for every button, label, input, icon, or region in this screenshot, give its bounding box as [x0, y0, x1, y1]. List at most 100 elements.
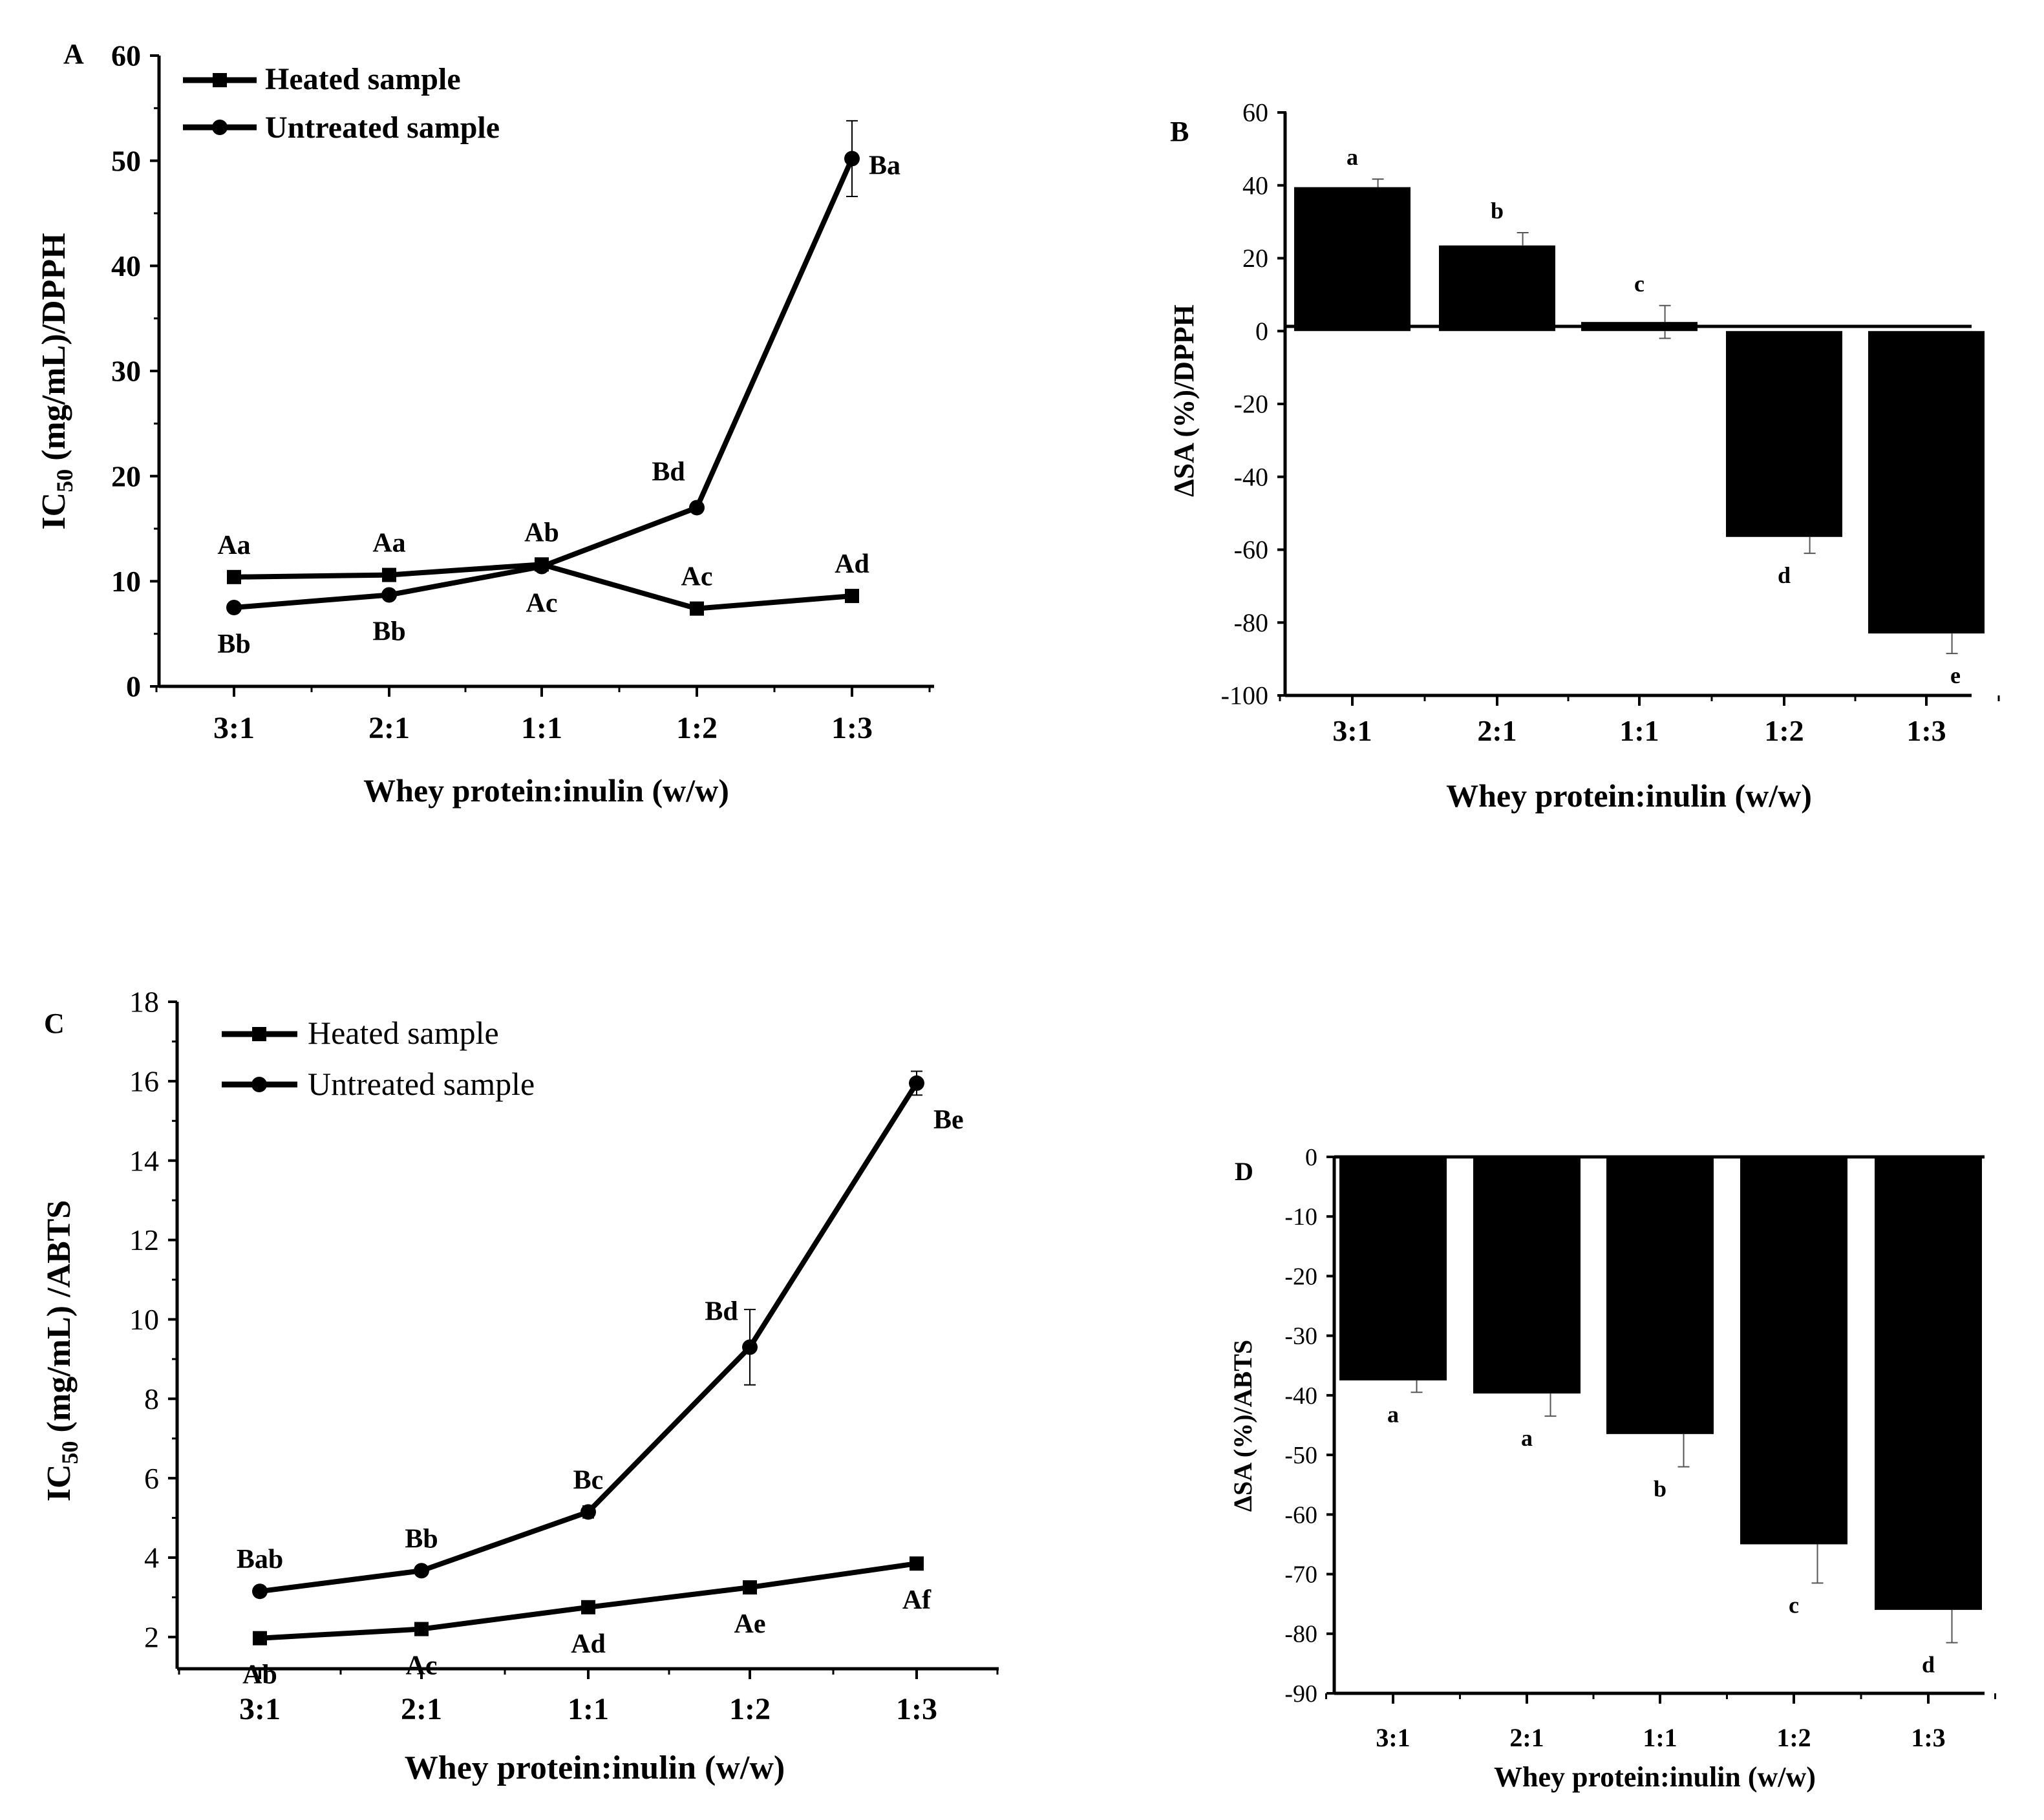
panel-a-dpph-ic50-line-chart: A 0 10 20 30 40 50 60 3:1 2:1 1:1 1:2 1:3 Aa Aa Ab Ac… — [36, 38, 934, 809]
data-point-label: Ac — [406, 1651, 438, 1681]
panel-c-legend-square-marker — [252, 1027, 266, 1041]
x-tick-label: 2:1 — [1477, 714, 1517, 747]
panel-b-x-ticks: 3:1 2:1 1:1 1:2 1:3 — [1279, 695, 2000, 747]
significance-letter: a — [1521, 1425, 1533, 1451]
y-tick-label: 8 — [144, 1382, 159, 1415]
panel-d-abts-delta-sa-bar-chart: D -90 -80 -70 -60 -50 -40 -30 -20 -10 0 3:1 2:1 1:1… — [1228, 1144, 1996, 1793]
y-tick-label: -40 — [1234, 462, 1268, 491]
panel-c-y-title-subscript: 50 — [57, 1441, 83, 1464]
data-point-label: Ba — [869, 151, 900, 180]
x-tick-label: 1:3 — [896, 1692, 937, 1726]
panel-d-bars — [1339, 1157, 1982, 1610]
data-point-label: Bd — [652, 457, 685, 487]
x-tick-label: 1:1 — [1643, 1723, 1677, 1752]
panel-c-legend: Heated sample Untreated sample — [222, 1015, 535, 1102]
significance-letter: e — [1950, 662, 1961, 688]
x-tick-label: 2:1 — [368, 711, 410, 745]
significance-letter: a — [1347, 144, 1358, 170]
heated-sample-square-marker — [845, 589, 859, 604]
panel-c-y-ticks: 2 4 6 8 10 12 14 16 18 — [129, 986, 177, 1653]
panel-b-significance-letters: a b c d e — [1347, 144, 1961, 688]
y-tick-label: 40 — [111, 249, 141, 282]
significance-letter: a — [1387, 1401, 1399, 1427]
x-tick-label: 1:1 — [1619, 714, 1659, 747]
panel-c-y-axis-title: IC50 (mg/mL) /ABTS — [41, 1200, 83, 1501]
panel-d-y-axis-title: ΔSA (%)/ABTS — [1228, 1340, 1257, 1512]
y-tick-label: 30 — [111, 355, 141, 388]
heated-sample-square-marker — [690, 601, 704, 616]
y-tick-label: 60 — [111, 39, 141, 72]
significance-letter: c — [1789, 1592, 1799, 1618]
heated-sample-square-marker — [743, 1580, 757, 1595]
untreated-sample-circle-marker — [252, 1583, 268, 1600]
heated-sample-square-marker — [581, 1600, 595, 1614]
panel-c-legend-untreated-label: Untreated sample — [308, 1066, 535, 1102]
y-tick-label: 16 — [129, 1064, 159, 1097]
panel-b-error-bars — [1372, 178, 1958, 655]
x-tick-label: 1:3 — [1906, 714, 1946, 747]
bar-1-to-3 — [1875, 1157, 1982, 1610]
significance-letter: d — [1922, 1652, 1935, 1678]
panel-d-letter: D — [1235, 1157, 1253, 1186]
untreated-sample-circle-marker — [844, 151, 860, 167]
panel-c-x-ticks: 3:1 2:1 1:1 1:2 1:3 — [178, 1669, 999, 1726]
y-tick-label: 0 — [126, 670, 141, 703]
heated-sample-square-marker — [382, 567, 396, 582]
y-tick-label: -40 — [1284, 1382, 1317, 1410]
untreated-sample-circle-marker — [689, 500, 705, 516]
bar-1-to-2 — [1726, 331, 1842, 537]
panel-d-x-ticks: 3:1 2:1 1:1 1:2 1:3 — [1325, 1693, 1996, 1752]
y-tick-label: -60 — [1284, 1501, 1317, 1529]
data-point-label: Ab — [242, 1660, 277, 1690]
data-point-label: Bb — [217, 630, 250, 659]
y-tick-label: 10 — [111, 565, 141, 598]
panel-a-y-title-main: IC — [36, 492, 72, 530]
y-tick-label: 12 — [129, 1223, 159, 1256]
panel-a-legend-circle-marker — [212, 120, 228, 135]
panel-a-letter: A — [63, 38, 84, 70]
x-tick-label: 1:3 — [831, 711, 873, 745]
panel-c-legend-circle-marker — [251, 1077, 267, 1092]
panel-c-legend-heated-label: Heated sample — [308, 1015, 499, 1051]
y-tick-label: 20 — [111, 460, 141, 492]
panel-a-y-title-subscript: 50 — [52, 469, 78, 492]
panel-b-bars — [1294, 187, 1985, 634]
panel-b-letter: B — [1170, 116, 1189, 147]
y-tick-label: 0 — [1305, 1144, 1317, 1171]
untreated-sample-circle-marker — [909, 1075, 924, 1091]
panel-a-x-ticks: 3:1 2:1 1:1 1:2 1:3 — [155, 686, 931, 745]
data-point-label: Ad — [571, 1629, 606, 1659]
panel-d-error-bars — [1411, 1380, 1958, 1644]
y-tick-label: -60 — [1234, 535, 1268, 564]
data-point-label: Be — [933, 1105, 964, 1135]
untreated-sample-circle-marker — [534, 558, 549, 575]
panel-a-markers — [226, 151, 860, 616]
x-tick-label: 3:1 — [213, 711, 255, 745]
x-tick-label: 2:1 — [401, 1692, 442, 1726]
bar-1-to-2 — [1740, 1157, 1847, 1545]
data-point-label: Bc — [573, 1465, 604, 1495]
untreated-sample-circle-marker — [580, 1504, 596, 1520]
data-point-label: Bb — [372, 617, 405, 646]
y-tick-label: -100 — [1221, 681, 1268, 710]
panel-c-markers — [252, 1075, 924, 1645]
y-tick-label: 10 — [129, 1303, 159, 1336]
y-tick-label: -10 — [1284, 1203, 1317, 1231]
panel-c-point-labels: Ab Ac Ad Ae Af Bab Bb Bc Bd Be — [237, 1105, 964, 1690]
y-tick-label: 40 — [1242, 171, 1268, 200]
panel-d-y-ticks: -90 -80 -70 -60 -50 -40 -30 -20 -10 0 — [1284, 1144, 1336, 1708]
panel-d-x-axis-title: Whey protein:inulin (w/w) — [1494, 1761, 1816, 1793]
data-point-label: Ad — [835, 549, 869, 579]
bar-2-to-1 — [1473, 1157, 1581, 1394]
x-tick-label: 3:1 — [1376, 1723, 1410, 1752]
panel-b-x-axis-title: Whey protein:inulin (w/w) — [1446, 778, 1812, 814]
y-tick-label: 60 — [1242, 98, 1268, 127]
panel-a-y-axis-title: IC50 (mg/mL)/DPPH — [36, 233, 78, 529]
y-tick-label: 20 — [1242, 244, 1268, 273]
panel-b-dpph-delta-sa-bar-chart: B -100 -80 -60 -40 -20 0 20 40 60 3:1 2:1 1:1 1:2 1:… — [1168, 98, 2000, 814]
data-point-label: Aa — [372, 529, 405, 558]
panel-c-series-lines — [259, 1081, 919, 1641]
y-tick-label: 0 — [1255, 317, 1268, 346]
